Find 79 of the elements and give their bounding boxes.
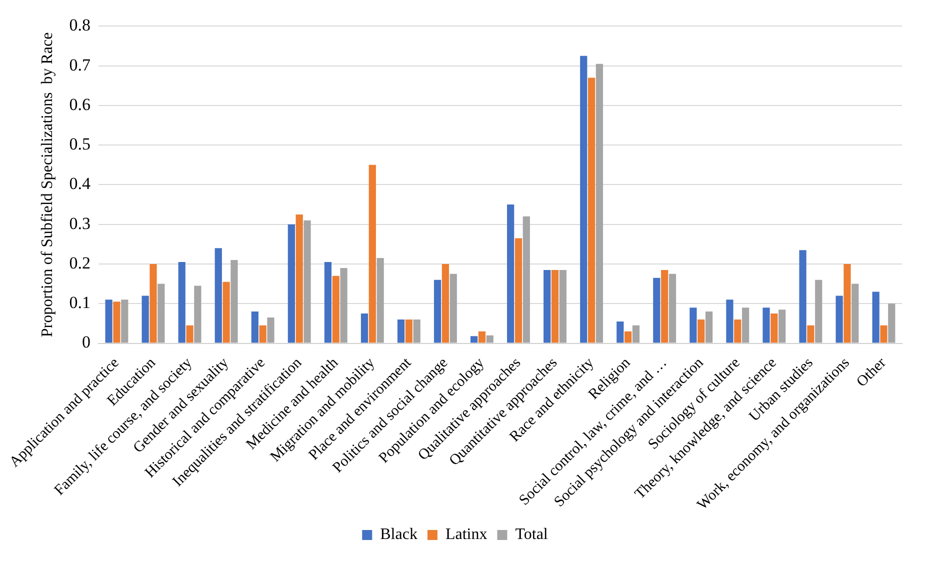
bar bbox=[770, 314, 778, 343]
bar bbox=[653, 278, 660, 343]
bar bbox=[734, 319, 742, 343]
bar bbox=[778, 310, 786, 343]
bar bbox=[105, 300, 112, 343]
y-tick-label: 0.6 bbox=[69, 94, 90, 114]
bar bbox=[214, 248, 222, 343]
bar bbox=[376, 258, 384, 343]
bar bbox=[507, 204, 514, 343]
bar bbox=[616, 321, 624, 343]
bar bbox=[405, 319, 412, 343]
y-tick-label: 0.8 bbox=[69, 16, 90, 35]
bar bbox=[360, 314, 368, 343]
bar bbox=[434, 280, 442, 343]
bar bbox=[194, 286, 202, 343]
bar bbox=[888, 304, 896, 343]
bar bbox=[304, 220, 311, 343]
bar bbox=[267, 318, 274, 343]
bar bbox=[259, 325, 266, 343]
legend-label: Black bbox=[380, 526, 418, 544]
bar bbox=[296, 214, 303, 343]
bar bbox=[762, 308, 770, 343]
bar bbox=[690, 308, 697, 343]
y-tick-label: 0.5 bbox=[69, 134, 90, 154]
bar bbox=[340, 268, 348, 343]
bar bbox=[544, 270, 551, 343]
bar bbox=[332, 276, 340, 343]
bar bbox=[742, 308, 750, 343]
bar bbox=[799, 250, 806, 343]
bar bbox=[442, 264, 449, 343]
bar bbox=[486, 335, 494, 343]
y-tick-label: 0 bbox=[82, 332, 90, 352]
bar bbox=[668, 274, 676, 343]
bar bbox=[559, 270, 566, 343]
legend-label: Latinx bbox=[445, 526, 488, 544]
bar bbox=[478, 331, 486, 343]
bar bbox=[450, 274, 457, 343]
y-tick-label: 0.4 bbox=[69, 174, 91, 194]
bar bbox=[222, 282, 230, 343]
bar bbox=[522, 216, 530, 343]
y-tick-label: 0.2 bbox=[69, 253, 90, 272]
bar bbox=[413, 319, 420, 343]
bar bbox=[852, 284, 859, 343]
bar bbox=[368, 164, 376, 343]
bar bbox=[230, 260, 238, 343]
bar bbox=[150, 264, 157, 343]
bar bbox=[588, 78, 596, 343]
bar bbox=[705, 312, 713, 343]
bar bbox=[872, 292, 880, 343]
bar bbox=[158, 284, 165, 343]
y-tick-label: 0.1 bbox=[69, 293, 90, 312]
bar bbox=[324, 262, 332, 343]
y-tick-label: 0.3 bbox=[69, 214, 90, 233]
bar bbox=[186, 325, 194, 343]
bar bbox=[178, 262, 186, 343]
bar bbox=[807, 325, 814, 343]
bar bbox=[288, 224, 295, 343]
bar bbox=[470, 336, 478, 343]
bar bbox=[815, 280, 822, 343]
y-axis-title: Proportion of Subfield Specializations by Race bbox=[38, 32, 56, 338]
bar bbox=[397, 319, 405, 343]
bar bbox=[121, 300, 128, 343]
bar bbox=[698, 319, 705, 343]
bar bbox=[580, 56, 588, 343]
bar bbox=[880, 325, 888, 343]
bar bbox=[142, 296, 149, 343]
bar bbox=[836, 296, 843, 343]
bar bbox=[661, 270, 668, 343]
bar bbox=[596, 64, 604, 343]
bar bbox=[113, 302, 120, 343]
y-tick-label: 0.7 bbox=[69, 55, 91, 74]
bar bbox=[624, 331, 632, 343]
bar bbox=[551, 270, 559, 343]
bar bbox=[632, 325, 640, 343]
bar bbox=[251, 312, 258, 343]
bar bbox=[726, 300, 734, 343]
bar bbox=[844, 264, 851, 343]
bar bbox=[514, 238, 522, 343]
legend-label: Total bbox=[515, 526, 548, 544]
